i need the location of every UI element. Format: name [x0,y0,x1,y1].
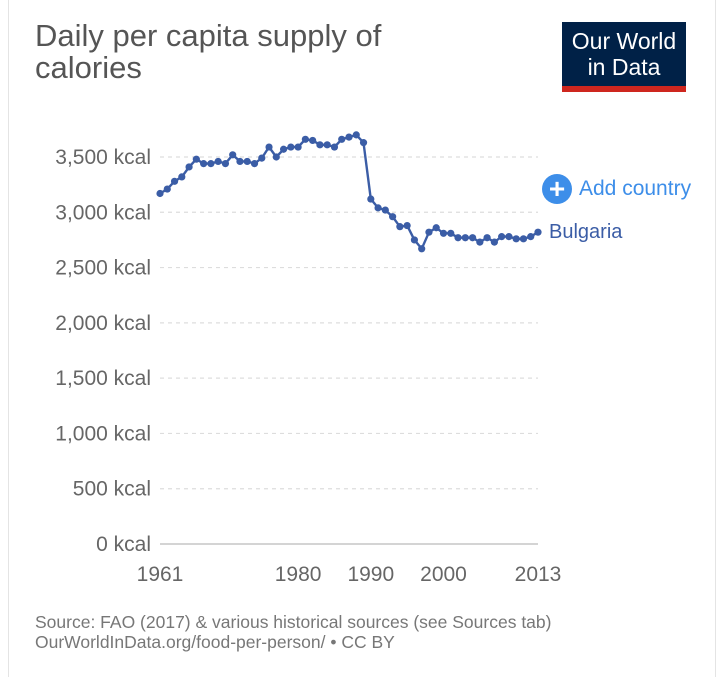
data-point [330,143,339,151]
x-axis-labels: 1961 1980 1990 2000 2013 [137,563,562,586]
series-layer: Bulgaria [156,131,623,253]
data-point [352,131,360,139]
series-line [159,133,539,251]
data-point [447,229,455,237]
data-point [498,233,506,241]
url-license[interactable]: OurWorldInData.org/food-per-person/ • CC… [35,632,395,652]
logo-line-2: in Data [587,54,661,80]
data-point [338,135,346,143]
y-tick-label: 0 kcal [96,533,151,556]
data-point [527,233,535,241]
data-point [287,143,295,151]
data-point [301,135,309,143]
data-point [316,141,324,149]
plus-circle-icon: + [542,174,572,204]
data-point [163,185,171,193]
data-point [243,157,251,166]
y-axis-labels: 0 kcal 500 kcal 1,000 kcal 1,500 kcal 2,000 … [55,146,151,556]
data-point [374,204,382,212]
data-point [483,234,491,242]
data-point [454,234,462,242]
grid-layer [160,156,538,545]
x-tick-label: 2000 [420,563,467,586]
data-point [309,136,317,145]
data-point [170,177,179,185]
data-point [178,173,186,181]
data-point [192,155,200,163]
data-point [468,234,477,242]
source-note: Source: FAO (2017) & various historical … [35,612,552,632]
y-tick-label: 3,000 kcal [55,201,151,224]
data-point [214,157,222,166]
data-point [396,223,404,231]
add-country-button[interactable]: + Add country [542,174,691,204]
y-tick-label: 500 kcal [73,478,151,501]
data-point [236,157,244,166]
data-point [461,234,469,242]
owid-logo[interactable]: Our World in Data [562,22,686,92]
data-point [207,160,215,168]
data-point [200,160,208,168]
data-point [425,228,433,236]
y-tick-label: 1,500 kcal [55,367,151,390]
data-point [505,233,513,241]
chart-title: Daily per capita supply of calories [35,18,382,85]
data-point [294,143,302,151]
data-point [345,133,353,141]
data-point [265,143,273,151]
data-point [221,160,230,168]
data-point [229,151,237,159]
x-tick-label: 2013 [515,563,562,586]
data-point [185,163,193,171]
data-point [418,245,426,253]
data-point [534,228,542,236]
series-label: Bulgaria [549,221,623,243]
data-point [258,154,266,162]
x-tick-label: 1961 [137,563,184,586]
logo-line-1: Our World [571,28,677,54]
data-point [439,229,448,237]
data-point [156,189,164,198]
y-tick-label: 1,000 kcal [55,422,151,445]
data-point [490,238,498,246]
y-tick-label: 2,000 kcal [55,312,151,335]
x-tick-label: 1980 [275,563,322,586]
y-tick-label: 2,500 kcal [55,257,151,280]
x-tick-label: 1990 [347,563,394,586]
data-point [512,235,520,243]
add-country-label: Add country [579,177,692,200]
data-point [519,235,528,243]
data-point [410,236,419,244]
chart-frame [8,0,716,677]
data-point [476,238,484,246]
data-point [432,224,440,232]
data-point [272,153,280,161]
data-point [323,141,331,149]
data-point [367,195,375,203]
y-tick-label: 3,500 kcal [55,146,151,169]
data-point [250,160,259,168]
logo-red-bar [562,86,686,92]
data-point [403,221,411,230]
data-point [359,139,368,147]
data-point [381,206,389,214]
data-point [279,145,288,153]
chart-footer: Source: FAO (2017) & various historical … [35,612,551,652]
data-point [389,213,397,221]
line-chart: 0 kcal 500 kcal 1,000 kcal 1,500 kcal 2,000 … [55,131,623,586]
